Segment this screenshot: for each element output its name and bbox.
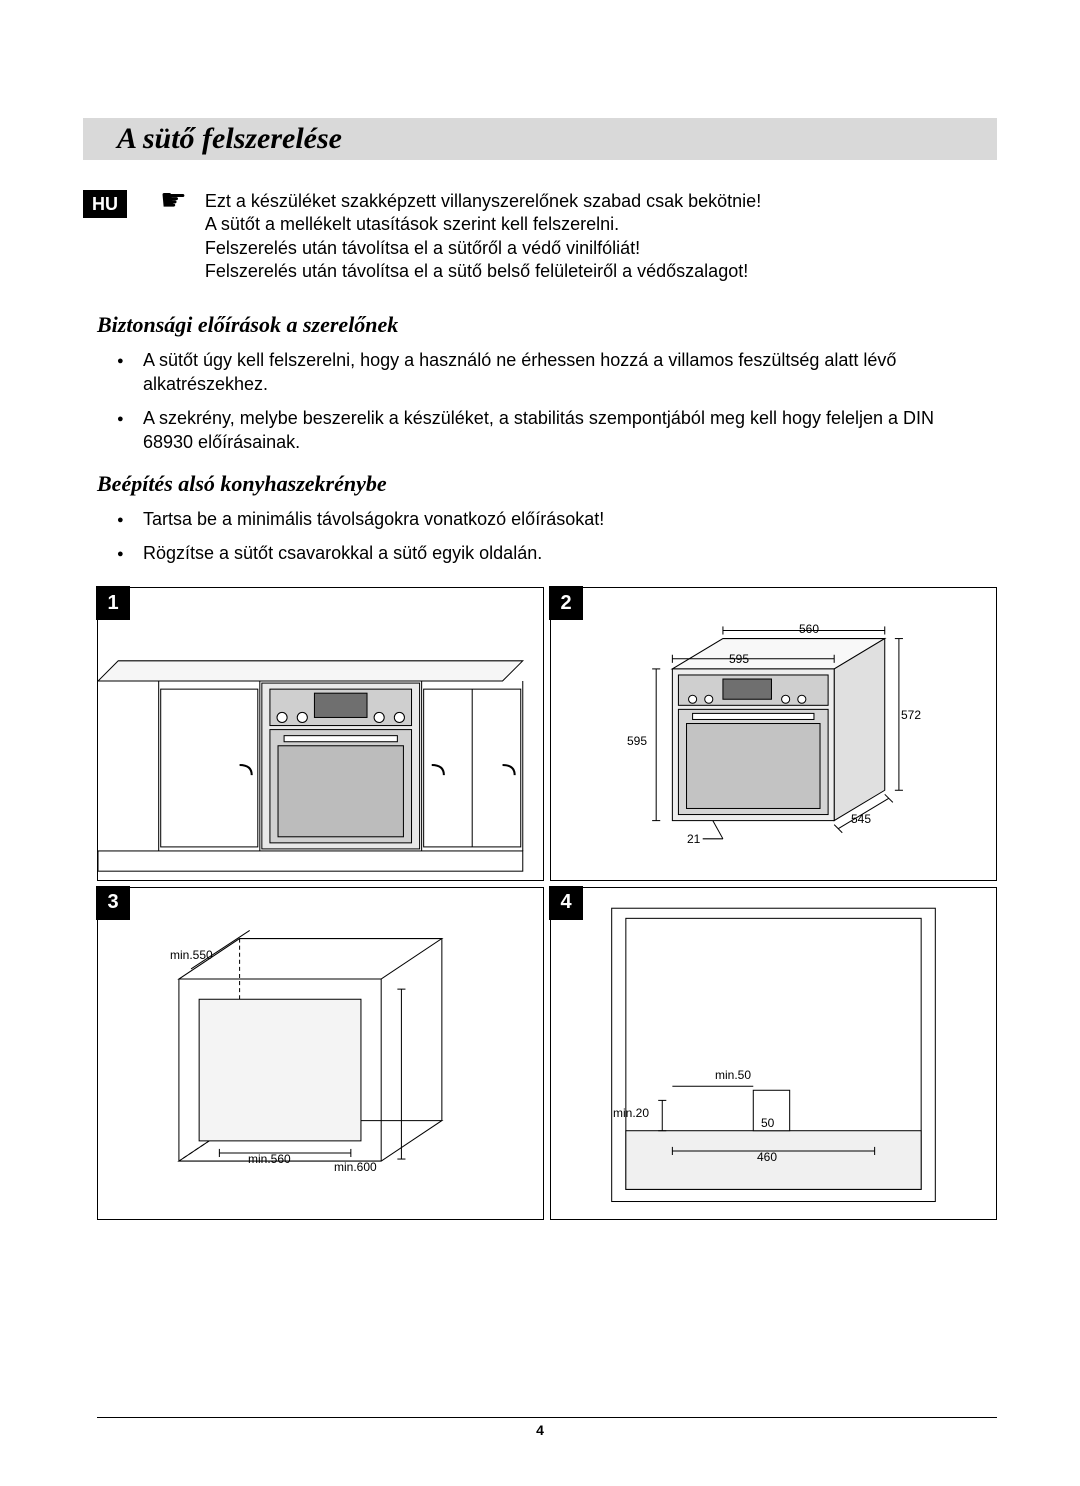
- dim-label: 595: [627, 734, 647, 748]
- panel-number: 2: [549, 586, 583, 620]
- dim-label: min.550: [170, 948, 213, 962]
- page-heading-bar: A sütő felszerelése: [83, 118, 997, 160]
- intro-line: Ezt a készüléket szakképzett villanyszer…: [205, 190, 761, 213]
- diagram-panel-4: 4 min.50 min.20 50 460: [550, 887, 997, 1221]
- oven-in-counter-illustration: [98, 588, 543, 879]
- safety-bullets: A sütőt úgy kell felszerelni, hogy a has…: [83, 348, 997, 455]
- diagram-panel-2: 2: [550, 587, 997, 880]
- install-bullets: Tartsa be a minimális távolságokra vonat…: [83, 507, 997, 566]
- diagram-panel-1: 1: [97, 587, 544, 880]
- cavity-front-illustration: [551, 888, 996, 1220]
- panel-number: 1: [96, 586, 130, 620]
- pointer-icon: ☛: [160, 190, 187, 284]
- dim-label: 545: [851, 812, 871, 826]
- page-number: 4: [0, 1422, 1080, 1438]
- intro-block: ☛ Ezt a készüléket szakképzett villanysz…: [83, 190, 997, 284]
- language-badge: HU: [83, 190, 127, 218]
- panel-number: 4: [549, 886, 583, 920]
- diagram-panel-3: 3 min.550 min.560 min.600: [97, 887, 544, 1221]
- dim-label: min.20: [613, 1106, 649, 1120]
- list-item: A szekrény, melybe beszerelik a készülék…: [143, 406, 987, 455]
- dim-label: 595: [729, 652, 749, 666]
- section-install-title: Beépítés alsó konyhaszekrénybe: [97, 471, 997, 497]
- list-item: A sütőt úgy kell felszerelni, hogy a has…: [143, 348, 987, 397]
- dim-label: min.50: [715, 1068, 751, 1082]
- intro-lines: Ezt a készüléket szakképzett villanyszer…: [205, 190, 761, 284]
- dim-label: min.560: [248, 1152, 291, 1166]
- dim-label: 572: [901, 708, 921, 722]
- page-divider: [97, 1417, 997, 1418]
- list-item: Tartsa be a minimális távolságokra vonat…: [143, 507, 987, 531]
- intro-line: Felszerelés után távolítsa el a sütőről …: [205, 237, 761, 260]
- diagram-grid: 1: [83, 587, 997, 1220]
- intro-line: A sütőt a mellékelt utasítások szerint k…: [205, 213, 761, 236]
- dim-label: min.600: [334, 1160, 377, 1174]
- intro-line: Felszerelés után távolítsa el a sütő bel…: [205, 260, 761, 283]
- oven-dimensions-illustration: [551, 588, 996, 879]
- dim-label: 21: [687, 832, 700, 846]
- section-safety-title: Biztonsági előírások a szerelőnek: [97, 312, 997, 338]
- dim-label: 50: [761, 1116, 774, 1130]
- page-title: A sütő felszerelése: [117, 122, 342, 156]
- list-item: Rögzítse a sütőt csavarokkal a sütő egyi…: [143, 541, 987, 565]
- dim-label: 460: [757, 1150, 777, 1164]
- panel-number: 3: [96, 886, 130, 920]
- dim-label: 560: [799, 622, 819, 636]
- cabinet-dimensions-illustration: [98, 888, 543, 1220]
